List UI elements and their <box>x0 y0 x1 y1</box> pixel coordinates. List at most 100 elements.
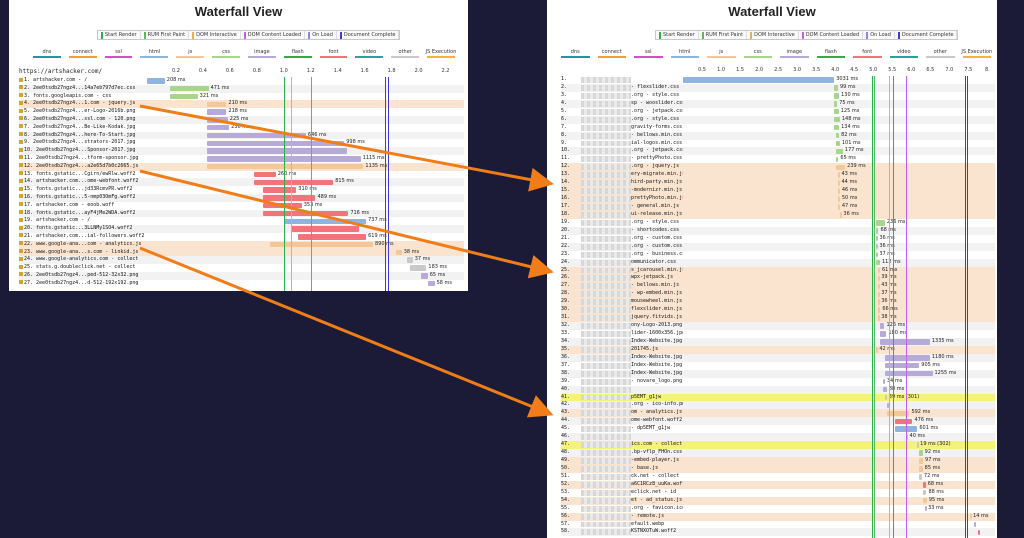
request-duration: 489 ms <box>317 193 337 200</box>
request-bar <box>427 280 435 287</box>
request-name-text: 19. artshacker.com - / <box>24 217 91 224</box>
request-duration: 14 ms <box>973 512 989 519</box>
request-name: 19. artshacker.com - / <box>19 217 147 225</box>
request-name-text: 4. 2ee0tsdb27ngz4...1.com - jquery.js <box>24 100 136 107</box>
request-duration: 39 ms (301) <box>888 393 920 400</box>
tick-label: 0.4 <box>198 68 207 74</box>
panel-title: Waterfall View <box>728 4 816 19</box>
type-label: css <box>753 49 762 55</box>
request-bar <box>207 148 347 154</box>
redacted-host <box>581 108 631 115</box>
request-duration: 75 ms <box>839 99 855 106</box>
tick-label: 1.2 <box>306 68 315 74</box>
request-number: 22. <box>561 242 571 249</box>
request-bar <box>883 386 887 393</box>
request-row: 42. .org - ico-info.png <box>561 401 995 410</box>
request-name-text: Index-Website.jpg <box>631 361 683 368</box>
lock-icon <box>19 264 23 269</box>
request-row: 3. .org - style.css 130 ms <box>561 91 995 100</box>
milestone-line <box>872 76 874 538</box>
request-duration: 43 ms <box>841 171 857 178</box>
milestone-line <box>283 77 285 291</box>
redacted-host <box>581 513 631 520</box>
request-name: 18. fonts.gstatic...ayF4jMe2WDA.woff2 <box>19 210 147 218</box>
lock-icon <box>19 256 23 261</box>
redacted-host <box>581 164 631 171</box>
legend-item: Start Render <box>656 31 699 39</box>
redacted-host <box>581 323 631 329</box>
tick-label: 5.5 <box>888 67 897 73</box>
request-name-text: KSTNXOTuW.woff2 <box>631 528 677 535</box>
redacted-host <box>581 521 631 528</box>
request-row: 18. ui-release.min.js 36 ms <box>561 210 995 219</box>
content-type-legend: dns connect ssl html js css image flash font vide… <box>29 49 459 58</box>
milestone-line <box>290 77 292 291</box>
request-row: 11. 2ee0tsdb27ngz4...tform-sponsor.jpg 11… <box>19 154 464 163</box>
request-row: 32. ony-Logo-2013.png 126 ms <box>561 322 995 330</box>
request-bar <box>297 234 367 240</box>
request-name: 4. 2ee0tsdb27ngz4...1.com - jquery.js <box>19 100 147 108</box>
request-name-text: 10. 2ee0tsdb27ngz4...Sponsor-2017.jpg <box>24 147 136 154</box>
lock-icon <box>19 217 23 222</box>
request-row: 5. .org - jetpack.css 125 ms <box>561 107 995 116</box>
legend-swatch <box>308 31 311 39</box>
redacted-host <box>581 378 631 385</box>
request-duration: 310 ms <box>298 186 317 193</box>
request-duration: 95 ms <box>928 496 945 503</box>
request-number: 27. <box>561 282 571 289</box>
request-duration: 37 ms <box>879 250 895 257</box>
type-label: dns <box>42 49 52 55</box>
request-duration: 905 ms <box>921 361 940 368</box>
request-bar <box>407 257 413 263</box>
lock-icon <box>19 124 23 129</box>
request-duration: 50 ms <box>841 195 858 202</box>
request-duration: 112 ms <box>881 258 901 265</box>
request-bar <box>290 226 360 232</box>
request-row: 4. sp - wooslider.css 75 ms <box>561 99 995 108</box>
request-name-text: 201745.js <box>631 345 659 352</box>
type-legend-item: dns <box>557 49 594 58</box>
request-row: 44. ome-webfont.woff2 476 ms <box>561 417 995 426</box>
legend-item: Document Complete <box>337 31 400 39</box>
redacted-host <box>581 307 631 314</box>
type-label: flash <box>291 49 304 55</box>
tick-label: 6.0 <box>907 67 916 73</box>
redacted-host <box>581 259 631 266</box>
request-row: 33. lider-1600x356.jpg 180 ms <box>561 330 995 338</box>
request-number: 5. <box>561 107 568 114</box>
request-duration: 46 ms <box>841 187 858 194</box>
request-name-text: 21. artshacker.com...ial-followers.woff2 <box>24 232 145 239</box>
request-rows: 1. 3031 ms 2. - flexslider.css 99 ms 3. .org -… <box>561 76 995 538</box>
request-bar <box>147 78 165 84</box>
request-bar <box>877 291 880 298</box>
type-label: video <box>362 49 377 55</box>
lock-icon <box>19 116 23 121</box>
request-bar <box>885 370 933 377</box>
type-legend-item: ssl <box>101 49 137 58</box>
request-number: 3. <box>561 91 568 98</box>
request-name: 8. 2ee0tsdb27ngz4...here-To-Start.jpg <box>19 132 147 140</box>
legend-item: Document Complete <box>895 31 958 39</box>
request-duration: 236 ms <box>886 218 906 225</box>
tick-label: 0.8 <box>252 68 261 74</box>
milestone-line <box>964 76 966 538</box>
request-duration: 1135 ms <box>365 162 388 169</box>
request-bar <box>834 108 839 115</box>
request-name-text: 6. 2ee0tsdb27ngz4...ssl.com - 120.png <box>24 115 136 122</box>
request-name-text: prettyPhoto.min.js <box>631 195 683 202</box>
request-bar <box>885 362 920 369</box>
request-number: 18. <box>561 210 571 217</box>
legend-item: DOM Content Loaded <box>799 31 864 39</box>
request-row: 4. 2ee0tsdb27ngz4...1.com - jquery.js 210… <box>19 100 464 109</box>
tick-label: 1.0 <box>717 67 726 73</box>
type-swatch <box>104 56 133 58</box>
redacted-host <box>581 394 631 401</box>
request-bar <box>838 196 840 202</box>
type-label: dns <box>570 49 580 55</box>
request-name-text: 7. 2ee0tsdb27ngz4...Be-Like-Kodak.jpg <box>24 123 136 130</box>
request-number: 44. <box>561 417 571 424</box>
request-name-text: flexslider.min.js <box>631 306 683 313</box>
request-duration: 99 ms <box>840 83 856 90</box>
request-bar <box>839 212 842 218</box>
request-name-text: jquery.fitvids.js <box>631 314 683 321</box>
